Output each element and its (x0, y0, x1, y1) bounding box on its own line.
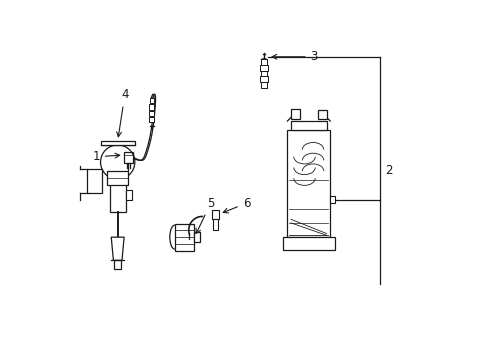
Bar (317, 111, 326, 119)
Bar (150, 98, 153, 103)
Bar (212, 210, 219, 219)
Polygon shape (111, 237, 124, 260)
Bar (87, 169, 102, 193)
Text: 1: 1 (92, 150, 120, 163)
Bar (110, 184, 125, 212)
Bar (194, 232, 200, 242)
Bar (261, 59, 267, 65)
Bar (261, 71, 267, 76)
Bar (125, 190, 132, 200)
Text: 3: 3 (271, 50, 317, 63)
Bar (260, 76, 267, 82)
Bar (260, 65, 267, 71)
Bar (114, 260, 121, 269)
Bar (329, 196, 334, 203)
Bar (175, 224, 194, 251)
Bar (290, 109, 299, 119)
Bar (149, 104, 154, 110)
Bar (123, 152, 133, 163)
Bar (149, 117, 154, 122)
Text: 4: 4 (117, 89, 128, 137)
Bar (213, 219, 218, 230)
Text: 5: 5 (196, 197, 214, 234)
Bar (287, 130, 329, 237)
Bar (283, 237, 334, 249)
Bar (107, 171, 128, 185)
Bar (149, 111, 154, 116)
Text: 2: 2 (385, 164, 392, 177)
Bar (101, 141, 135, 145)
Text: 6: 6 (223, 197, 250, 213)
Bar (261, 82, 267, 88)
Bar (290, 121, 326, 130)
